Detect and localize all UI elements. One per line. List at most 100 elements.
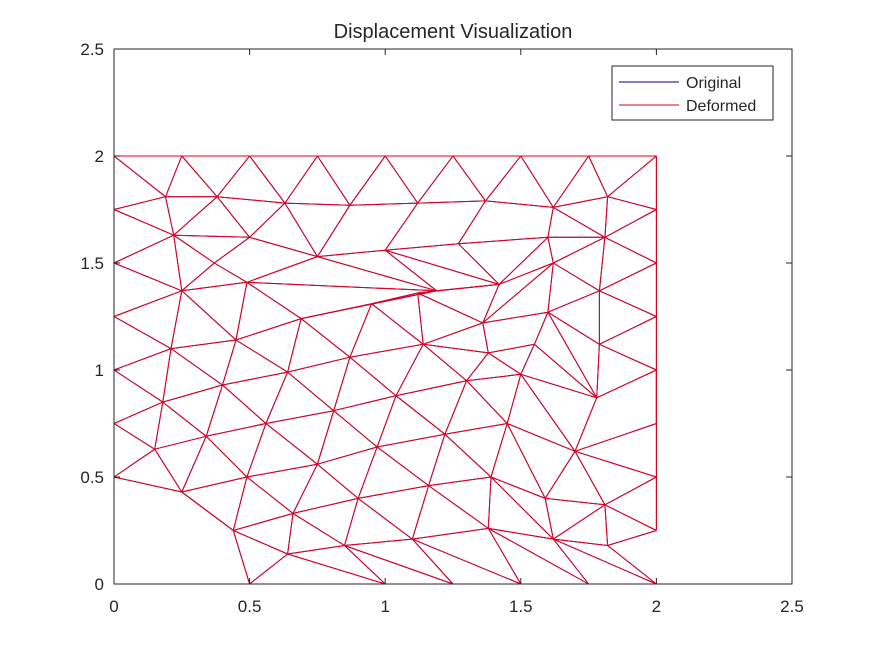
deformed-mesh-edge-205 (506, 423, 546, 499)
deformed-mesh-edge-111 (482, 284, 500, 324)
deformed-mesh-edge-230 (287, 545, 345, 555)
deformed-mesh-edge-164 (520, 373, 597, 399)
deformed-mesh-edge-81 (113, 262, 182, 292)
deformed-mesh-edge-212 (428, 476, 492, 487)
x-tick-label: 2.5 (780, 597, 804, 616)
deformed-mesh-edge-177 (246, 423, 267, 478)
deformed-mesh-edge-98 (498, 262, 554, 285)
deformed-mesh-edge-58 (113, 209, 174, 236)
deformed-mesh-edge-208 (604, 476, 657, 506)
deformed-mesh-edge-185 (506, 374, 522, 424)
deformed-mesh-edge-227 (604, 504, 609, 546)
deformed-mesh-edge-33 (113, 155, 166, 198)
deformed-mesh-edge-221 (411, 485, 430, 540)
deformed-mesh-edge-77 (458, 236, 548, 245)
deformed-mesh-edge-144 (349, 343, 424, 358)
deformed-mesh-edge-93 (598, 237, 606, 291)
deformed-mesh-edge-100 (599, 290, 657, 317)
deformed-mesh-edge-76 (385, 243, 459, 251)
deformed-mesh-edge-153 (205, 384, 223, 437)
deformed-mesh-edge-40 (349, 155, 386, 206)
deformed-mesh-edge-168 (206, 423, 267, 437)
deformed-mesh-edge-126 (162, 348, 172, 403)
deformed-mesh-edge-127 (170, 348, 223, 386)
deformed-mesh-edge-195 (181, 491, 234, 531)
deformed-mesh-edge-193 (507, 423, 576, 452)
deformed-mesh-edge-132 (349, 303, 373, 358)
deformed-mesh-edge-191 (377, 433, 445, 448)
deformed-mesh-edge-207 (574, 451, 606, 506)
deformed-mesh-edge-170 (333, 395, 397, 412)
deformed-mesh-edge-67 (547, 207, 554, 238)
deformed-mesh-edge-124 (113, 348, 172, 371)
deformed-mesh-edge-92 (553, 236, 606, 264)
deformed-mesh-edge-225 (544, 498, 554, 540)
deformed-mesh-edge-244 (553, 538, 657, 585)
deformed-mesh-edge-68 (553, 206, 606, 238)
deformed-mesh-edge-95 (181, 281, 247, 292)
deformed-mesh-edge-46 (552, 155, 590, 208)
legend-box (611, 65, 774, 121)
deformed-mesh-edge-53 (349, 202, 418, 206)
deformed-mesh-edge-131 (300, 318, 351, 358)
deformed-mesh-edge-228 (607, 530, 657, 546)
deformed-mesh-edge-171 (395, 380, 467, 397)
deformed-mesh-edge-71 (173, 234, 250, 238)
deformed-mesh-edge-73 (214, 236, 250, 264)
deformed-mesh-edge-178 (265, 423, 318, 465)
deformed-mesh-edge-39 (316, 155, 351, 206)
deformed-mesh-edge-49 (113, 196, 166, 210)
deformed-mesh-edge-158 (349, 356, 397, 397)
deformed-mesh-edge-128 (222, 339, 237, 386)
deformed-mesh-edge-183 (444, 380, 468, 435)
deformed-mesh-edge-210 (292, 497, 359, 514)
x-tick-label: 1.5 (509, 597, 533, 616)
deformed-mesh-edge-41 (384, 155, 419, 204)
deformed-mesh-edge-133 (371, 303, 424, 345)
deformed-mesh-edge-239 (411, 538, 454, 585)
deformed-mesh-edge-145 (423, 343, 489, 354)
deformed-mesh-edge-189 (246, 463, 318, 478)
deformed-mesh-edge-57 (607, 196, 657, 210)
deformed-mesh-edge-69 (604, 196, 609, 238)
x-tick-label: 0 (109, 597, 118, 616)
deformed-mesh-edge-45 (520, 155, 554, 208)
deformed-mesh-edge-176 (205, 435, 248, 478)
deformed-mesh-edge-198 (292, 463, 318, 514)
deformed-mesh-edge-56 (553, 196, 608, 208)
deformed-mesh-edge-106 (246, 281, 302, 320)
deformed-mesh-edge-136 (482, 322, 489, 353)
deformed-mesh-edge-151 (154, 402, 164, 450)
deformed-mesh-edge-129 (235, 339, 288, 373)
deformed-mesh-edge-140 (599, 343, 657, 371)
deformed-mesh-edge-101 (113, 290, 182, 317)
deformed-mesh-edge-162 (488, 352, 522, 375)
deformed-mesh-edge-150 (113, 423, 155, 450)
deformed-mesh-edge-175 (181, 436, 207, 493)
deformed-mesh-edge-59 (165, 196, 175, 236)
deformed-mesh-edge-83 (181, 262, 215, 292)
deformed-mesh-edge-130 (287, 318, 302, 373)
deformed-mesh-edge-96 (246, 281, 437, 292)
deformed-mesh-edge-218 (292, 512, 345, 546)
deformed-mesh-edge-182 (395, 395, 446, 435)
deformed-mesh-edge-102 (113, 316, 172, 350)
deformed-mesh-edge-213 (490, 476, 546, 499)
deformed-mesh-edge-66 (457, 200, 486, 244)
deformed-mesh-edge-217 (287, 513, 294, 555)
deformed-mesh-edge-223 (487, 476, 492, 529)
deformed-mesh-edge-152 (162, 401, 207, 437)
deformed-mesh-edge-120 (371, 292, 418, 305)
deformed-mesh-edge-138 (547, 311, 598, 399)
deformed-mesh-edge-134 (417, 292, 424, 345)
deformed-mesh-edge-143 (287, 356, 351, 373)
deformed-mesh-edge-149 (113, 401, 164, 424)
deformed-mesh-edge-103 (170, 290, 183, 349)
deformed-mesh-edge-65 (384, 202, 419, 251)
deformed-mesh-edge-35 (181, 155, 218, 198)
deformed-mesh-edge-55 (485, 200, 554, 208)
deformed-mesh-edge-219 (344, 498, 359, 546)
x-tick-label: 0.5 (238, 597, 262, 616)
